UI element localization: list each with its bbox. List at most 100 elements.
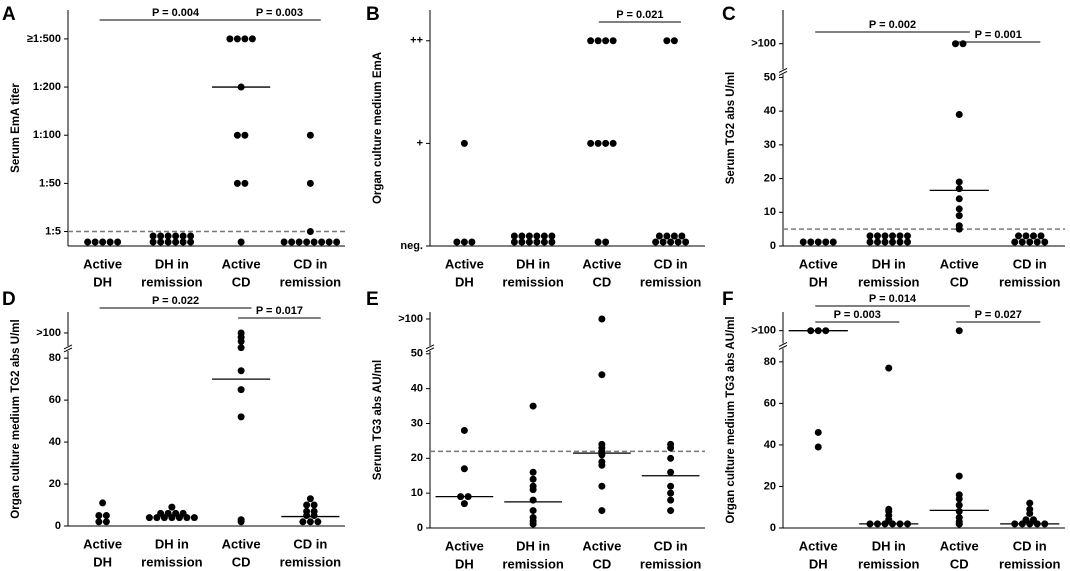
axis-break-gap — [426, 345, 434, 351]
x-tick-label: DH — [809, 556, 828, 571]
data-point — [609, 37, 617, 45]
data-point — [145, 514, 153, 522]
x-tick-label: remission — [280, 554, 341, 569]
data-point — [190, 514, 198, 522]
x-tick-label: Active — [222, 256, 261, 271]
x-tick-label: remission — [502, 274, 563, 289]
data-point — [667, 507, 675, 515]
data-point — [587, 37, 595, 45]
data-point — [548, 232, 556, 240]
p-value: P = 0.003 — [256, 7, 303, 19]
data-point — [102, 518, 110, 526]
y-tick-label: 60 — [49, 394, 61, 406]
x-tick-label: CD in — [293, 256, 327, 271]
data-point — [955, 501, 963, 509]
y-tick-label: ≥1:500 — [27, 33, 61, 45]
data-point — [306, 495, 314, 503]
data-point — [237, 238, 245, 246]
data-point — [299, 518, 307, 526]
data-point — [226, 35, 234, 43]
data-point — [822, 327, 830, 335]
x-tick-label: remission — [858, 556, 919, 571]
data-point — [325, 238, 333, 246]
data-point — [889, 232, 896, 240]
y-tick-label: 40 — [764, 105, 776, 117]
data-point — [659, 238, 667, 246]
data-point — [529, 486, 537, 494]
data-point — [164, 238, 172, 246]
data-point — [682, 238, 690, 246]
x-tick-label: DH in — [155, 256, 189, 271]
data-point — [955, 520, 963, 528]
data-point — [955, 195, 963, 203]
data-point — [529, 475, 537, 483]
y-axis-label: Organ culture medium TG2 abs U/ml — [10, 319, 22, 518]
x-tick-label: DH — [93, 554, 112, 569]
data-point — [237, 413, 245, 421]
data-point — [248, 35, 256, 43]
data-point — [1030, 232, 1037, 240]
x-tick-label: remission — [999, 556, 1060, 571]
data-point — [529, 468, 537, 476]
data-point — [510, 238, 518, 246]
p-value: P = 0.017 — [256, 305, 303, 317]
data-point — [652, 238, 660, 246]
data-point — [1011, 238, 1019, 246]
y-tick-label: >100 — [751, 325, 776, 337]
data-point — [667, 489, 675, 497]
x-tick-label: Active — [83, 256, 122, 271]
data-point — [1018, 238, 1026, 246]
x-tick-label: Active — [940, 256, 979, 271]
data-point — [874, 232, 881, 240]
x-tick-label: DH in — [516, 256, 550, 271]
axis-break — [63, 347, 73, 353]
data-point — [518, 232, 526, 240]
data-point — [814, 238, 822, 246]
y-tick-label: 0 — [417, 522, 423, 534]
data-point — [874, 238, 881, 246]
x-tick-label: Active — [582, 256, 621, 271]
data-point — [529, 507, 537, 515]
x-tick-label: Active — [940, 538, 979, 553]
data-point — [822, 238, 830, 246]
data-point — [955, 205, 963, 213]
data-point — [102, 512, 110, 520]
y-axis-label: Serum TG2 abs U/ml — [725, 72, 737, 184]
y-tick-label: 1:200 — [33, 81, 61, 93]
y-tick-label: 1:50 — [39, 177, 61, 189]
x-tick-label: Active — [445, 256, 484, 271]
data-point — [667, 496, 675, 504]
data-point — [874, 520, 881, 528]
p-value: P = 0.014 — [869, 293, 917, 305]
y-tick-label: 1:100 — [33, 129, 61, 141]
data-point — [460, 139, 468, 147]
data-point — [95, 512, 103, 520]
data-point — [168, 514, 176, 522]
data-point — [678, 232, 686, 240]
axis-break — [778, 342, 788, 347]
data-point — [1026, 238, 1034, 246]
p-value: P = 0.002 — [869, 19, 916, 31]
y-tick-label: >100 — [398, 313, 423, 325]
data-point — [179, 232, 187, 240]
data-point — [91, 238, 99, 246]
panel-letter: E — [366, 289, 379, 310]
data-point — [529, 520, 537, 528]
y-tick-label: ++ — [410, 35, 423, 47]
data-point — [1037, 232, 1045, 240]
x-tick-label: remission — [502, 556, 563, 571]
data-point — [598, 461, 606, 469]
data-point — [955, 472, 963, 480]
x-tick-label: Active — [582, 538, 621, 553]
data-point — [237, 344, 245, 352]
data-point — [533, 232, 541, 240]
data-point — [896, 520, 904, 528]
panel-letter: C — [722, 4, 736, 25]
x-tick-label: CD — [592, 274, 611, 289]
data-point — [318, 238, 326, 246]
y-tick-label: 20 — [764, 480, 776, 492]
data-point — [587, 139, 595, 147]
data-point — [241, 35, 249, 43]
p-value: P = 0.004 — [152, 7, 200, 19]
